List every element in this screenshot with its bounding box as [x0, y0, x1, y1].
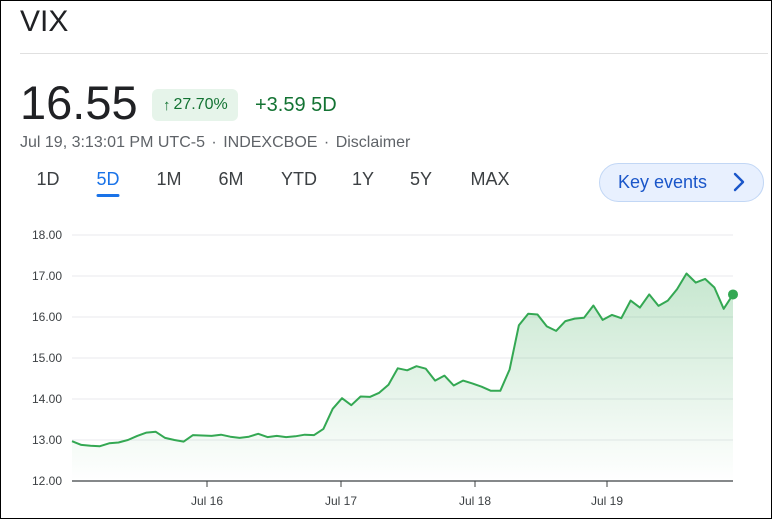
- price-chart[interactable]: 18.00 17.00 16.00 15.00 14.00 13.00 12.00 Jul …: [1, 216, 771, 518]
- key-events-label: Key events: [618, 172, 708, 192]
- meta-separator: ·: [211, 134, 217, 151]
- percent-change-value: 27.70%: [173, 96, 228, 113]
- disclaimer-link[interactable]: Disclaimer: [335, 134, 411, 151]
- range-tab-max[interactable]: MAX: [470, 169, 510, 189]
- range-tab-1m[interactable]: 1M: [156, 169, 182, 189]
- latest-price-point: [728, 289, 738, 300]
- quote-timestamp: Jul 19, 3:13:01 PM UTC-5: [20, 134, 205, 151]
- meta-separator: ·: [323, 134, 330, 151]
- y-tick-label: 17.00: [32, 269, 62, 283]
- quote-meta: Jul 19, 3:13:01 PM UTC-5 · INDEXCBOE · D…: [20, 134, 410, 152]
- range-tab-ytd[interactable]: YTD: [281, 169, 317, 189]
- y-tick-label: 15.00: [32, 351, 62, 365]
- y-tick-label: 13.00: [32, 433, 62, 447]
- y-tick-label: 16.00: [32, 310, 62, 324]
- x-tick-label: Jul 16: [191, 494, 223, 508]
- header-divider: [20, 53, 768, 54]
- range-tab-5d[interactable]: 5D: [96, 169, 120, 197]
- y-tick-label: 12.00: [32, 474, 62, 488]
- key-events-button[interactable]: Key events: [599, 163, 764, 202]
- absolute-change: +3.59 5D: [255, 94, 337, 116]
- range-tab-1y[interactable]: 1Y: [351, 169, 375, 189]
- chevron-right-icon: [733, 172, 745, 192]
- range-tab-6m[interactable]: 6M: [218, 169, 244, 189]
- percent-change-badge: ↑ 27.70%: [152, 89, 238, 121]
- ticker-title: VIX: [20, 5, 69, 38]
- price-area-fill: [72, 273, 733, 481]
- x-tick-label: Jul 18: [459, 494, 491, 508]
- y-tick-label: 14.00: [32, 392, 62, 406]
- current-price: 16.55: [20, 76, 138, 129]
- range-tab-1d[interactable]: 1D: [36, 169, 60, 189]
- price-line: [71, 272, 734, 448]
- y-tick-label: 18.00: [32, 228, 62, 242]
- x-tick-label: Jul 17: [325, 494, 357, 508]
- arrow-up-icon: ↑: [163, 96, 171, 114]
- range-tab-5y[interactable]: 5Y: [409, 169, 433, 189]
- x-tick-label: Jul 19: [591, 494, 623, 508]
- exchange-label: INDEXCBOE: [223, 134, 318, 151]
